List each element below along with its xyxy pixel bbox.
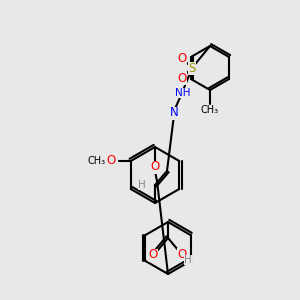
Text: O: O (177, 248, 187, 260)
Text: NH: NH (175, 88, 191, 98)
Text: H: H (138, 180, 146, 190)
Text: O: O (150, 160, 160, 173)
Text: N: N (169, 106, 178, 119)
Text: CH₃: CH₃ (88, 156, 106, 166)
Text: S: S (188, 61, 196, 74)
Text: CH₃: CH₃ (201, 105, 219, 115)
Text: O: O (106, 154, 116, 167)
Text: O: O (177, 71, 187, 85)
Text: O: O (177, 52, 187, 64)
Text: O: O (148, 248, 158, 262)
Text: H: H (184, 255, 192, 265)
